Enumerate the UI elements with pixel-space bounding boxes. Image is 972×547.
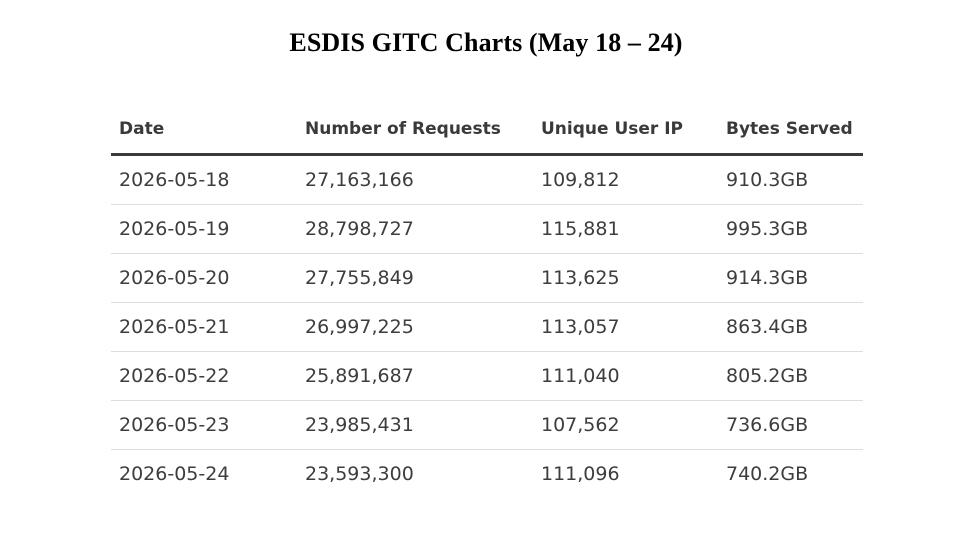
stats-table: Date Number of Requests Unique User IP B… bbox=[111, 105, 863, 498]
cell-unique-ip: 113,057 bbox=[533, 302, 718, 352]
cell-date: 2026-05-23 bbox=[111, 400, 297, 450]
cell-requests: 28,798,727 bbox=[297, 204, 533, 254]
cell-bytes: 740.2GB bbox=[726, 463, 809, 485]
cell-unique-ip: 107,562 bbox=[533, 400, 718, 450]
column-header-unique-ip: Unique User IP bbox=[533, 105, 718, 156]
table-row: 2026-05-22 25,891,687 111,040 805.2GB bbox=[111, 351, 863, 401]
cell-unique-ip: 115,881 bbox=[533, 204, 718, 254]
cell-bytes: 914.3GB bbox=[718, 253, 863, 303]
table-row: 2026-05-21 26,997,225 113,057 863.4GB bbox=[111, 302, 863, 352]
column-header-bytes: Bytes Served bbox=[718, 105, 863, 156]
table-row: 2026-05-24 23,593,300 111,096 740.2GB bbox=[111, 450, 863, 499]
cell-date: 2026-05-24 bbox=[119, 463, 230, 485]
column-header-date: Date bbox=[111, 105, 297, 156]
cell-requests: 26,997,225 bbox=[297, 302, 533, 352]
table-row: 2026-05-18 27,163,166 109,812 910.3GB bbox=[111, 154, 863, 205]
cell-date: 2026-05-19 bbox=[111, 204, 297, 254]
cell-date: 2026-05-21 bbox=[111, 302, 297, 352]
cell-requests: 27,163,166 bbox=[297, 154, 533, 205]
cell-date: 2026-05-18 bbox=[111, 154, 297, 205]
cell-bytes: 805.2GB bbox=[718, 351, 863, 401]
page-title: ESDIS GITC Charts (May 18 – 24) bbox=[289, 28, 683, 57]
cell-unique-ip: 109,812 bbox=[533, 154, 718, 205]
column-header-requests: Number of Requests bbox=[297, 105, 533, 156]
cell-unique-ip: 111,096 bbox=[541, 463, 620, 485]
table-row: 2026-05-19 28,798,727 115,881 995.3GB bbox=[111, 204, 863, 254]
cell-requests: 23,985,431 bbox=[297, 400, 533, 450]
cell-date: 2026-05-22 bbox=[111, 351, 297, 401]
cell-requests: 23,593,300 bbox=[305, 463, 414, 485]
cell-unique-ip: 113,625 bbox=[533, 253, 718, 303]
cell-bytes: 910.3GB bbox=[718, 154, 863, 205]
cell-date: 2026-05-20 bbox=[111, 253, 297, 303]
cell-bytes: 736.6GB bbox=[718, 400, 863, 450]
table-header-row: Date Number of Requests Unique User IP B… bbox=[111, 105, 863, 156]
table-row: 2026-05-20 27,755,849 113,625 914.3GB bbox=[111, 253, 863, 303]
cell-bytes: 863.4GB bbox=[718, 302, 863, 352]
cell-bytes: 995.3GB bbox=[718, 204, 863, 254]
cell-requests: 25,891,687 bbox=[297, 351, 533, 401]
cell-unique-ip: 111,040 bbox=[533, 351, 718, 401]
cell-requests: 27,755,849 bbox=[297, 253, 533, 303]
stats-table-container: Date Number of Requests Unique User IP B… bbox=[111, 105, 863, 498]
table-row: 2026-05-23 23,985,431 107,562 736.6GB bbox=[111, 400, 863, 450]
